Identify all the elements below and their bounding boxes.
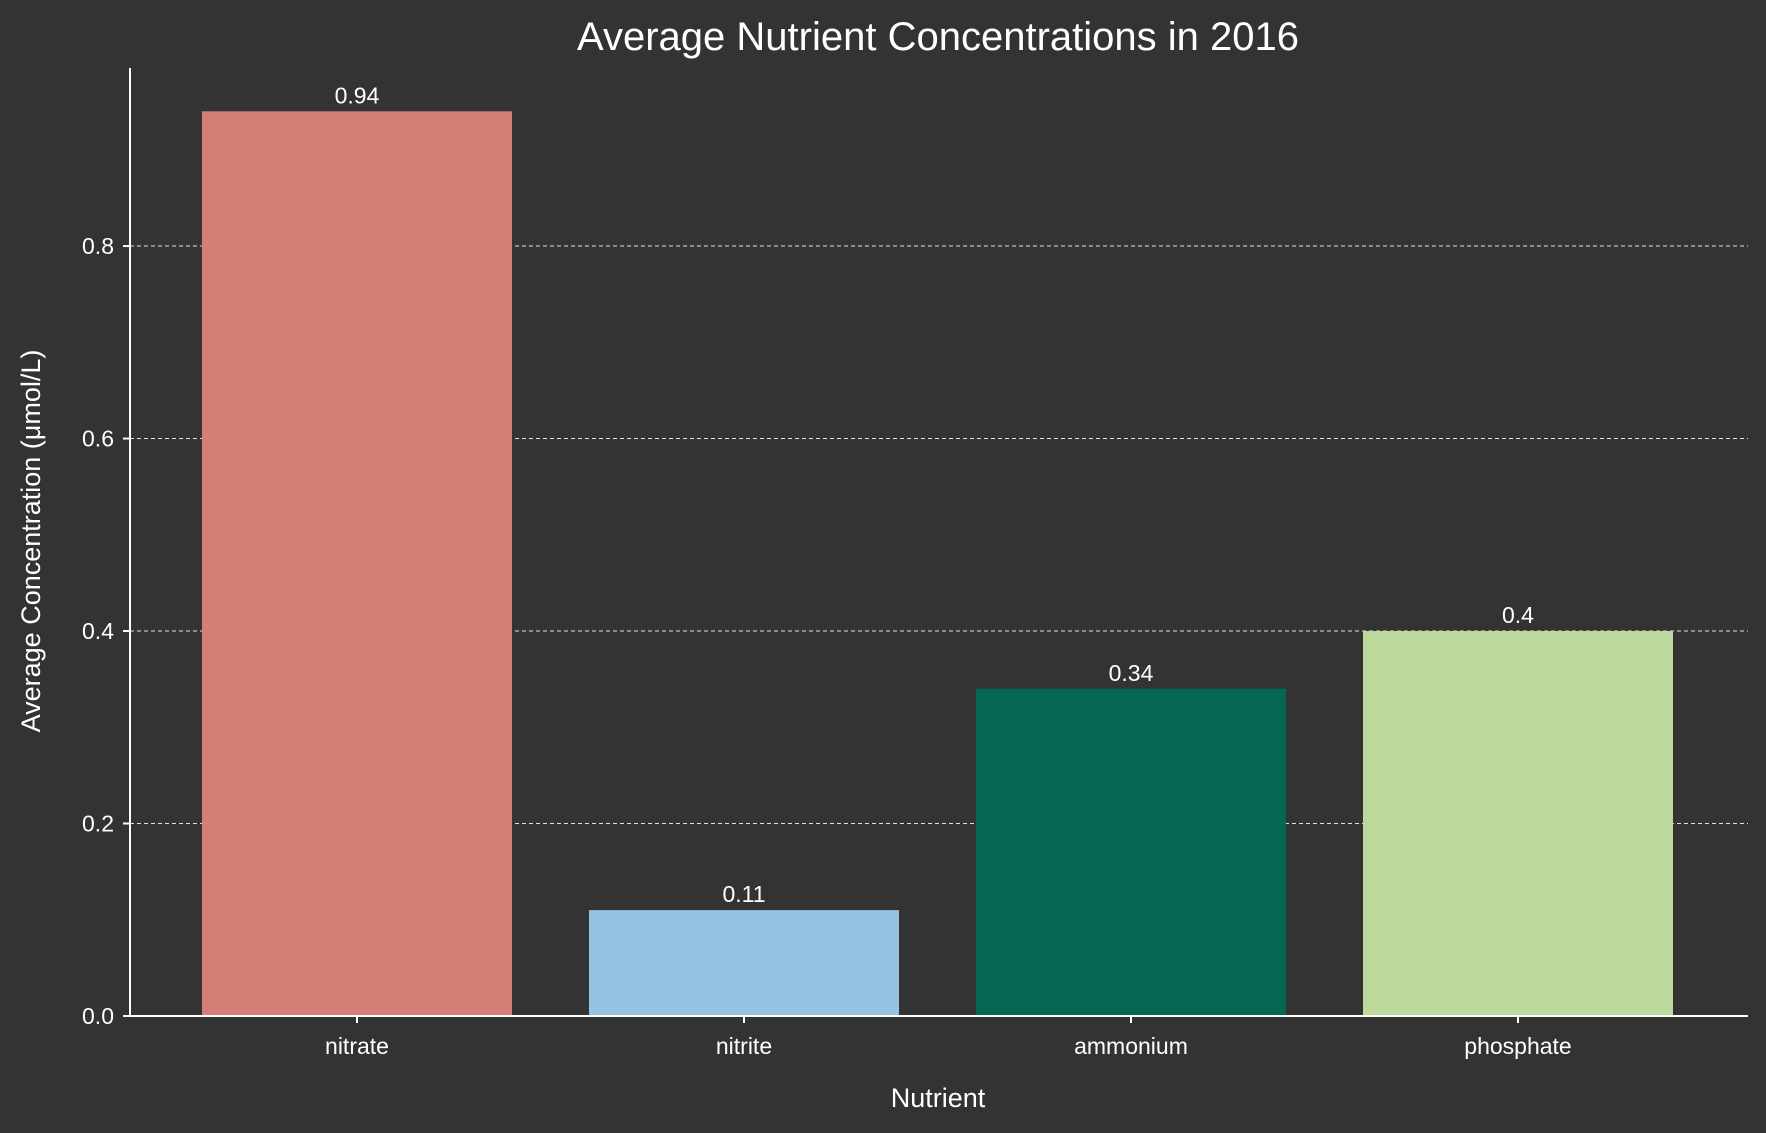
bar-phosphate	[1363, 631, 1673, 1016]
bar-ammonium	[976, 688, 1286, 1016]
y-tick-label: 0.0	[82, 1003, 114, 1029]
y-tick-label: 0.6	[82, 426, 114, 452]
x-tick-label: nitrite	[716, 1033, 772, 1059]
x-axis-label: Nutrient	[891, 1083, 986, 1113]
y-tick-label: 0.2	[82, 811, 114, 837]
data-label-nitrate: 0.94	[335, 82, 380, 108]
bar-nitrite	[589, 910, 899, 1016]
data-labels-group: 0.94 0.11 0.34 0.4	[335, 82, 1535, 907]
y-tick-label: 0.8	[82, 233, 114, 259]
bar-nitrate	[202, 111, 512, 1017]
x-tick-label: phosphate	[1464, 1033, 1571, 1059]
bars-group	[202, 111, 1673, 1017]
chart-title: Average Nutrient Concentrations in 2016	[577, 15, 1299, 59]
y-tick-label: 0.4	[82, 618, 114, 644]
x-tick-label: nitrate	[325, 1033, 389, 1059]
x-ticks-group: nitrate nitrite ammonium phosphate	[325, 1016, 1572, 1059]
x-tick-label: ammonium	[1074, 1033, 1188, 1059]
data-label-phosphate: 0.4	[1502, 602, 1534, 628]
y-ticks-group: 0.0 0.2 0.4 0.6 0.8	[82, 233, 130, 1029]
y-axis-label: Average Concentration (μmol/L)	[16, 350, 46, 733]
data-label-ammonium: 0.34	[1109, 660, 1154, 686]
data-label-nitrite: 0.11	[722, 881, 765, 907]
